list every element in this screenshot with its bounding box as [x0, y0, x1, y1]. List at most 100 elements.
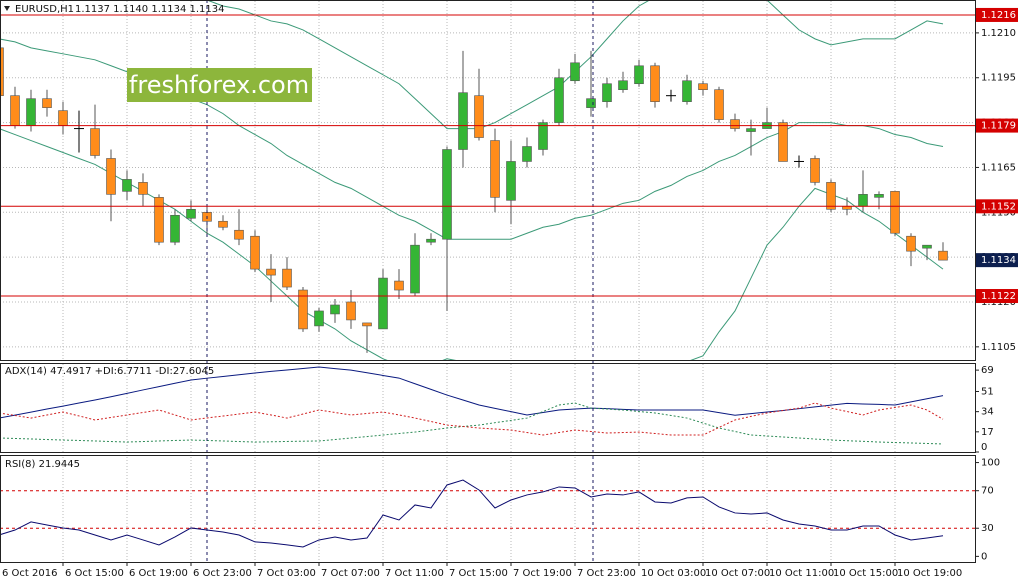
- x-tick-label: 6 Oct 19:00: [129, 568, 188, 579]
- indicator-line: [0, 402, 944, 445]
- candle-body: [490, 140, 500, 198]
- x-tick-label: 7 Oct 07:00: [321, 568, 380, 579]
- candle-body: [938, 250, 948, 261]
- series-group: [0, 479, 944, 548]
- price-label-box: [976, 289, 1018, 304]
- adx-frame: [0, 363, 976, 453]
- price-label: 1.1179: [981, 121, 1016, 132]
- candle-body: [346, 301, 356, 321]
- series-group: [0, 0, 948, 360]
- y-tick-label: 1.1165: [981, 162, 1016, 173]
- candle-body: [362, 322, 372, 327]
- y-tick-label: 1.1105: [981, 342, 1016, 353]
- y-tick-label: 69: [981, 365, 994, 376]
- x-tick-label: 7 Oct 19:00: [513, 568, 572, 579]
- candle-body: [682, 80, 692, 102]
- candle-body: [282, 268, 292, 288]
- candle-body: [922, 244, 932, 249]
- x-tick-label: 6 Oct 23:00: [193, 568, 252, 579]
- y-tick-label: 0: [981, 551, 987, 562]
- candle-body: [698, 83, 708, 91]
- series-group: [0, 366, 944, 445]
- menu-arrow: [4, 6, 10, 11]
- candle-body: [330, 304, 340, 315]
- ohlc-values: 1.1137 1.1140 1.1134 1.1134: [75, 4, 225, 15]
- watermark: freshforex.com: [129, 71, 309, 99]
- candle-body: [26, 98, 36, 126]
- candle-body: [122, 179, 132, 192]
- y-tick-label: 1.1195: [981, 73, 1016, 84]
- candle-body: [730, 119, 740, 129]
- candle-body: [426, 238, 436, 243]
- y-tick-label: 30: [981, 523, 994, 534]
- candle-body: [586, 98, 596, 108]
- candle-body: [442, 149, 452, 240]
- indicator-line: [0, 128, 944, 360]
- candle-body: [298, 289, 308, 330]
- candle-body: [58, 110, 68, 126]
- x-tick-label: 10 Oct 15:00: [833, 568, 898, 579]
- y-tick-label: 51: [981, 386, 994, 397]
- candle-body: [170, 214, 180, 243]
- y-tick-label: 100: [981, 458, 1000, 469]
- x-tick-label: 6 Oct 15:00: [65, 568, 124, 579]
- price-label: 1.1122: [981, 291, 1016, 302]
- candle-body: [186, 209, 196, 219]
- candle-body: [874, 194, 884, 198]
- candle-body: [0, 47, 4, 96]
- indicator-line: [0, 402, 944, 436]
- x-tick-label: 7 Oct 11:00: [385, 568, 444, 579]
- indicator-line: [0, 479, 944, 548]
- overlay-layer: 1.12101.11951.11801.11651.11501.11351.11…: [0, 7, 1018, 579]
- candle-body: [570, 62, 580, 82]
- x-tick-label: 7 Oct 15:00: [449, 568, 508, 579]
- candle-body: [858, 194, 868, 207]
- last-price-box: [976, 253, 1018, 268]
- candle-body: [458, 92, 468, 150]
- candle-body: [826, 182, 836, 210]
- candle-body: [106, 158, 116, 195]
- candle-body: [906, 235, 916, 252]
- candle-body: [506, 161, 516, 201]
- x-tick-label: 10 Oct 03:00: [641, 568, 706, 579]
- price-label: 1.1152: [981, 201, 1016, 212]
- candle-body: [474, 95, 484, 138]
- candle-body: [778, 122, 788, 162]
- candle-body: [522, 146, 532, 162]
- price-label-box: [976, 118, 1018, 133]
- y-tick-label: 70: [981, 486, 994, 497]
- price-label-box: [976, 199, 1018, 214]
- candle-body: [266, 268, 276, 276]
- x-tick-label: 6 Oct 2016: [2, 568, 57, 579]
- y-tick-label: 34: [981, 407, 994, 418]
- candle-body: [554, 77, 564, 123]
- price-label: 1.1216: [981, 10, 1016, 21]
- candle-body: [394, 280, 404, 291]
- y-tick-label: 1.1210: [981, 28, 1016, 39]
- plot-layer: [0, 0, 975, 562]
- candle-body: [602, 83, 612, 102]
- candle-body: [746, 128, 756, 132]
- candle-body: [138, 182, 148, 195]
- x-tick-label: 10 Oct 07:00: [705, 568, 770, 579]
- candle-body: [714, 89, 724, 120]
- symbol-title: EURUSD,H1: [15, 4, 74, 15]
- watermark-box: [127, 68, 312, 102]
- rsi-title: RSI(8) 21.9445: [5, 459, 80, 470]
- candle-body: [42, 98, 52, 108]
- adx-title: ADX(14) 47.4917 +DI:6.7711 -DI:27.6045: [5, 366, 214, 377]
- candle-body: [810, 158, 820, 183]
- x-tick-label: 7 Oct 23:00: [577, 568, 636, 579]
- price-label-box: [976, 7, 1018, 22]
- candle-body: [890, 191, 900, 234]
- candle-body: [234, 229, 244, 240]
- candle-body: [314, 310, 324, 327]
- main-frame: [0, 0, 976, 361]
- y-tick-label: 0: [981, 442, 987, 453]
- candle-body: [634, 65, 644, 85]
- candle-body: [154, 197, 164, 243]
- rsi-frame: [0, 455, 976, 563]
- x-tick-label: 7 Oct 03:00: [257, 568, 316, 579]
- y-tick-label: 17: [981, 427, 994, 438]
